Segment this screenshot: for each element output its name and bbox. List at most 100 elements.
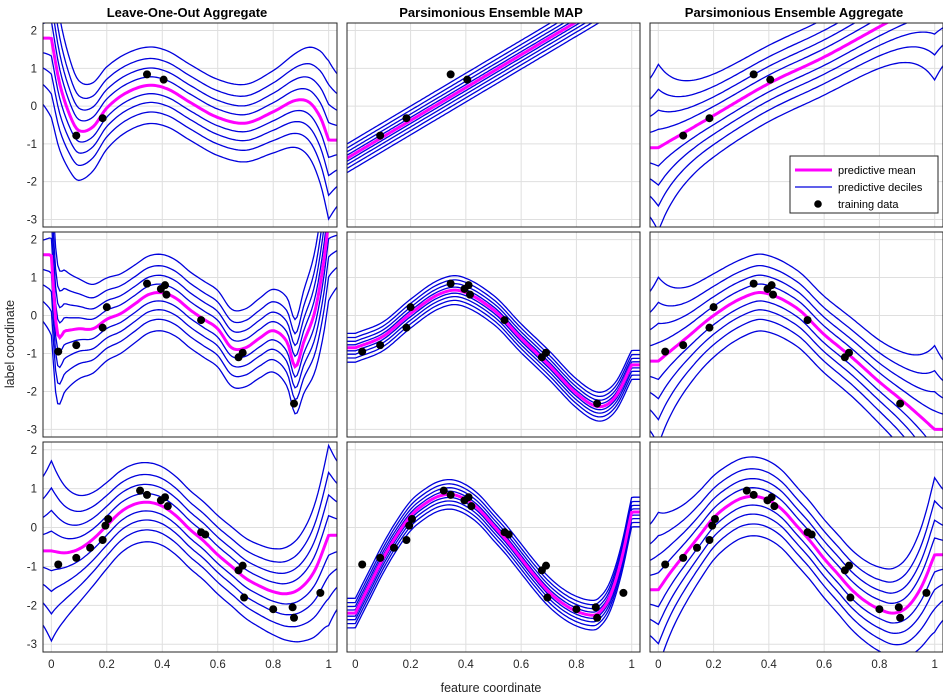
x-tick-label: 1 xyxy=(629,659,635,671)
decile-curve-2 xyxy=(43,529,337,628)
decile-curve-3 xyxy=(347,500,640,623)
decile-curve-4 xyxy=(347,23,581,162)
y-tick-label: 1 xyxy=(31,63,37,75)
decile-curve-6 xyxy=(43,483,337,575)
y-tick-label: -2 xyxy=(27,600,37,612)
x-tick-label: 1 xyxy=(932,659,938,671)
y-tick-label: -1 xyxy=(27,348,37,360)
decile-curve-8 xyxy=(54,232,319,321)
training-point xyxy=(661,560,670,569)
training-point xyxy=(376,131,385,140)
decile-curve-8 xyxy=(347,478,640,602)
training-point xyxy=(845,561,854,570)
training-point xyxy=(101,521,110,530)
training-point xyxy=(922,588,931,597)
training-point xyxy=(467,502,476,511)
column-title-loo-aggregate: Leave-One-Out Aggregate xyxy=(107,5,268,20)
training-point xyxy=(894,603,903,612)
x-tick-label: 0 xyxy=(352,659,358,671)
y-tick-label: -3 xyxy=(27,639,37,651)
decile-curve-6 xyxy=(650,477,943,594)
mean-curve xyxy=(650,23,890,150)
decile-curve-6 xyxy=(347,23,565,153)
training-point xyxy=(769,290,778,299)
decile-curve-7 xyxy=(347,483,640,606)
y-tick-label: 2 xyxy=(31,445,37,457)
training-point xyxy=(54,560,63,569)
x-tick-label: 0.4 xyxy=(154,659,171,671)
x-tick-label: 0.6 xyxy=(210,659,226,671)
training-point xyxy=(376,341,385,350)
decile-curve-1 xyxy=(650,61,943,227)
training-point xyxy=(143,279,152,288)
training-point xyxy=(591,603,600,612)
decile-curve-5 xyxy=(43,232,327,358)
decile-curve-8 xyxy=(347,275,640,393)
decile-curve-3 xyxy=(43,250,337,389)
training-point xyxy=(705,323,714,332)
y-tick-label: 1 xyxy=(31,484,37,496)
training-point xyxy=(238,561,247,570)
decile-curve-5 xyxy=(650,23,872,134)
panel-r3-c3: 0 0.2 0.4 0.6 0.8 1 xyxy=(649,441,943,671)
decile-curve-5 xyxy=(347,23,571,156)
decile-curve-1 xyxy=(43,104,337,221)
training-point xyxy=(679,553,688,562)
training-point xyxy=(709,303,718,312)
decile-curve-3 xyxy=(347,23,587,166)
decile-curve-8 xyxy=(347,23,552,145)
training-point xyxy=(240,593,249,602)
decile-curve-6 xyxy=(53,23,337,111)
legend-points-marker xyxy=(814,200,822,208)
training-point xyxy=(593,613,602,622)
decile-curve-3 xyxy=(650,27,943,187)
decile-curve-4 xyxy=(347,496,640,619)
decile-curve-1 xyxy=(662,535,943,652)
training-point xyxy=(161,493,170,502)
training-point xyxy=(269,605,278,614)
training-point xyxy=(705,536,714,544)
training-point xyxy=(705,114,714,123)
decile-curve-5 xyxy=(347,490,640,613)
y-tick-label: -1 xyxy=(27,139,37,151)
training-point xyxy=(446,70,455,79)
decile-curve-5 xyxy=(650,487,943,604)
mean-curve xyxy=(650,291,943,431)
training-point xyxy=(406,303,415,312)
decile-curve-6 xyxy=(347,283,640,401)
training-point xyxy=(288,603,297,612)
training-point xyxy=(358,347,367,356)
panel-r3-c2: 0 0.2 0.4 0.6 0.8 1 xyxy=(346,441,641,671)
y-tick-label: -1 xyxy=(27,561,37,573)
decile-curve-8 xyxy=(650,456,943,570)
legend: predictive mean predictive deciles train… xyxy=(789,155,939,214)
axes-frame xyxy=(649,231,943,438)
training-point xyxy=(661,347,670,356)
axes-frame xyxy=(346,22,641,228)
training-point xyxy=(72,341,81,350)
training-point xyxy=(807,530,816,539)
panel-r1-c1: -3 -2 -1 0 1 2 xyxy=(27,22,338,228)
column-title-ensemble-aggregate: Parsimonious Ensemble Aggregate xyxy=(685,5,903,20)
decile-curve-1 xyxy=(347,23,600,174)
training-point xyxy=(86,543,95,552)
decile-curve-8 xyxy=(650,23,818,82)
x-tick-label: 0.4 xyxy=(761,659,778,671)
training-point xyxy=(238,348,247,357)
training-point xyxy=(572,605,581,614)
axes-frame xyxy=(649,441,943,653)
decile-curve-4 xyxy=(347,292,640,411)
decile-curve-7 xyxy=(52,232,322,335)
training-point xyxy=(316,588,325,597)
x-tick-label: 0 xyxy=(655,659,661,671)
legend-deciles-label: predictive deciles xyxy=(838,182,923,194)
training-point xyxy=(708,521,717,530)
training-point xyxy=(767,281,776,290)
training-point xyxy=(407,515,416,523)
training-point xyxy=(845,348,854,357)
training-point xyxy=(619,588,628,597)
y-tick-label: -2 xyxy=(27,177,37,189)
decile-curve-3 xyxy=(43,519,337,616)
panel-grid: -3 -2 -1 0 1 2 -3 -2 -1 0 1 2 -3 -2 -1 0 1 2 0 0.2 0.4 0.6 0.8… xyxy=(27,22,943,671)
